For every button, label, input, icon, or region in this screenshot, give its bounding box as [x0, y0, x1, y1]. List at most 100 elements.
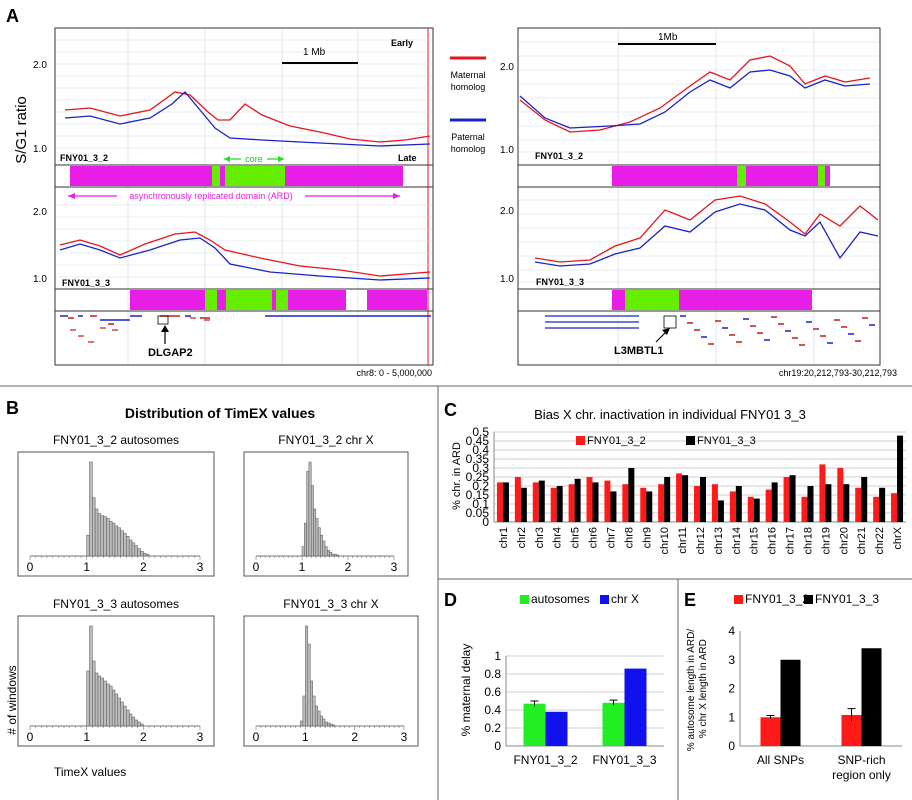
x-tick-label: chrX: [892, 526, 904, 549]
panel-c: C Bias X chr. inactivation in individual…: [444, 400, 906, 555]
dlgap2-arrow-head: [161, 325, 169, 332]
bar: [825, 484, 832, 522]
y-tick-label: 0.2: [472, 479, 489, 493]
histogram-tick-label: 2: [140, 560, 147, 574]
left-track1-tick-low: 1.0: [33, 144, 47, 155]
bar: [646, 491, 653, 522]
maternal-legend-label: Maternal homolog: [450, 70, 485, 92]
right-track2-paternal-curve: [534, 203, 879, 267]
ard-label: asynchronously replicated domain (ARD): [129, 191, 293, 201]
right-gene-track: [545, 315, 875, 346]
left-bar2-ard-b: [367, 290, 427, 310]
y-tick-label: 0.5: [472, 425, 489, 439]
left-track1-maternal-curve: [64, 91, 431, 143]
bar: [602, 702, 625, 746]
y-tick-label: 0.05: [466, 506, 490, 520]
histogram-tick-label: 1: [302, 730, 309, 744]
left-track1-paternal-curve: [64, 91, 431, 147]
x-tick-label: chr21: [856, 527, 868, 555]
bar: [592, 482, 599, 522]
histogram-bar: [92, 660, 96, 727]
x-tick-label: chr14: [731, 527, 743, 555]
left-gene-track: [60, 315, 431, 343]
right-track2-maternal-curve: [534, 195, 879, 263]
left-bar1-core-small: [212, 166, 220, 186]
legend-swatch: [520, 595, 529, 604]
histogram-bar: [100, 515, 104, 557]
histogram-tick-label: 1: [83, 730, 90, 744]
bar: [568, 484, 575, 522]
bar: [747, 496, 754, 522]
bar: [843, 484, 850, 522]
bar: [879, 487, 886, 522]
right-track2-name: FNY01_3_3: [536, 277, 584, 287]
bar: [807, 486, 814, 522]
left-bar2-core-a: [205, 290, 217, 310]
histogram-bar: [327, 722, 331, 727]
histogram-bar: [329, 551, 333, 557]
histogram-bar: [313, 508, 317, 557]
panel-e: E % autosome length in ARD/ % chr X leng…: [684, 590, 902, 782]
histogram-bar: [123, 533, 127, 557]
histogram-tick-label: 1: [83, 560, 90, 574]
bar: [604, 480, 611, 522]
panel-a-letter: A: [6, 6, 19, 26]
histogram-bar: [324, 546, 328, 557]
left-browser-grid: [56, 29, 432, 364]
histogram-tick-label: 3: [197, 730, 204, 744]
histogram-bar: [134, 545, 138, 557]
bar: [664, 477, 671, 522]
bar: [532, 482, 539, 522]
bar: [765, 489, 772, 522]
panel-b-ylabel: # of windows: [5, 665, 19, 734]
y-tick-label: 4: [728, 624, 735, 638]
histogram-title: FNY01_3_3 chr X: [283, 597, 378, 611]
y-tick-label: 1: [728, 710, 735, 724]
histogram-bar: [300, 720, 304, 727]
right-coords: chr19:20,212,793-30,212,793: [779, 368, 897, 378]
y-tick-label: 0: [494, 739, 501, 753]
legend-label: FNY01_3_2: [745, 592, 809, 606]
histogram-bar: [332, 724, 336, 727]
left-track2-name: FNY01_3_3: [62, 278, 110, 288]
left-track2-tick-low: 1.0: [33, 274, 47, 285]
histogram-bar: [114, 525, 119, 557]
bar: [729, 491, 736, 522]
x-tick-label: chr4: [552, 527, 564, 548]
bar: [861, 648, 882, 746]
bar: [753, 498, 760, 522]
x-tick-label: chr22: [874, 527, 886, 555]
histogram-tick-label: 3: [401, 730, 408, 744]
histogram-bar: [126, 536, 130, 557]
y-tick-label: 1: [494, 649, 501, 663]
x-tick-label: chr12: [695, 527, 707, 555]
histogram-bar: [134, 719, 138, 727]
histogram-tick-label: 0: [253, 560, 260, 574]
x-tick-label: chr16: [767, 527, 779, 555]
y-tick-label: 3: [728, 653, 735, 667]
legend-label: FNY01_3_2: [587, 435, 646, 447]
histogram-bar: [92, 497, 96, 557]
histogram-bar: [320, 535, 323, 557]
right-track1-paternal-curve: [519, 69, 871, 129]
x-tick-label: chr20: [838, 527, 850, 555]
y-tick-label: 0.45: [466, 434, 490, 448]
panel-b-title: Distribution of TimEX values: [125, 405, 316, 421]
histogram-bar: [120, 530, 124, 557]
panel-b-letter: B: [6, 398, 19, 418]
bar: [700, 477, 706, 522]
y-tick-label: 0.35: [466, 452, 490, 466]
histogram-bar: [302, 695, 306, 727]
histogram-bar: [310, 485, 314, 557]
histogram-bar: [89, 625, 93, 727]
histogram-bar: [310, 680, 313, 727]
histogram-bar: [106, 518, 110, 557]
bar: [837, 468, 844, 522]
histogram-bar: [86, 535, 90, 557]
histogram-frame: [17, 451, 215, 577]
x-tick-label: chr18: [802, 527, 814, 555]
y-tick-label: 0.15: [466, 488, 490, 502]
bar: [717, 500, 724, 522]
right-track1-maternal-curve: [519, 55, 871, 133]
